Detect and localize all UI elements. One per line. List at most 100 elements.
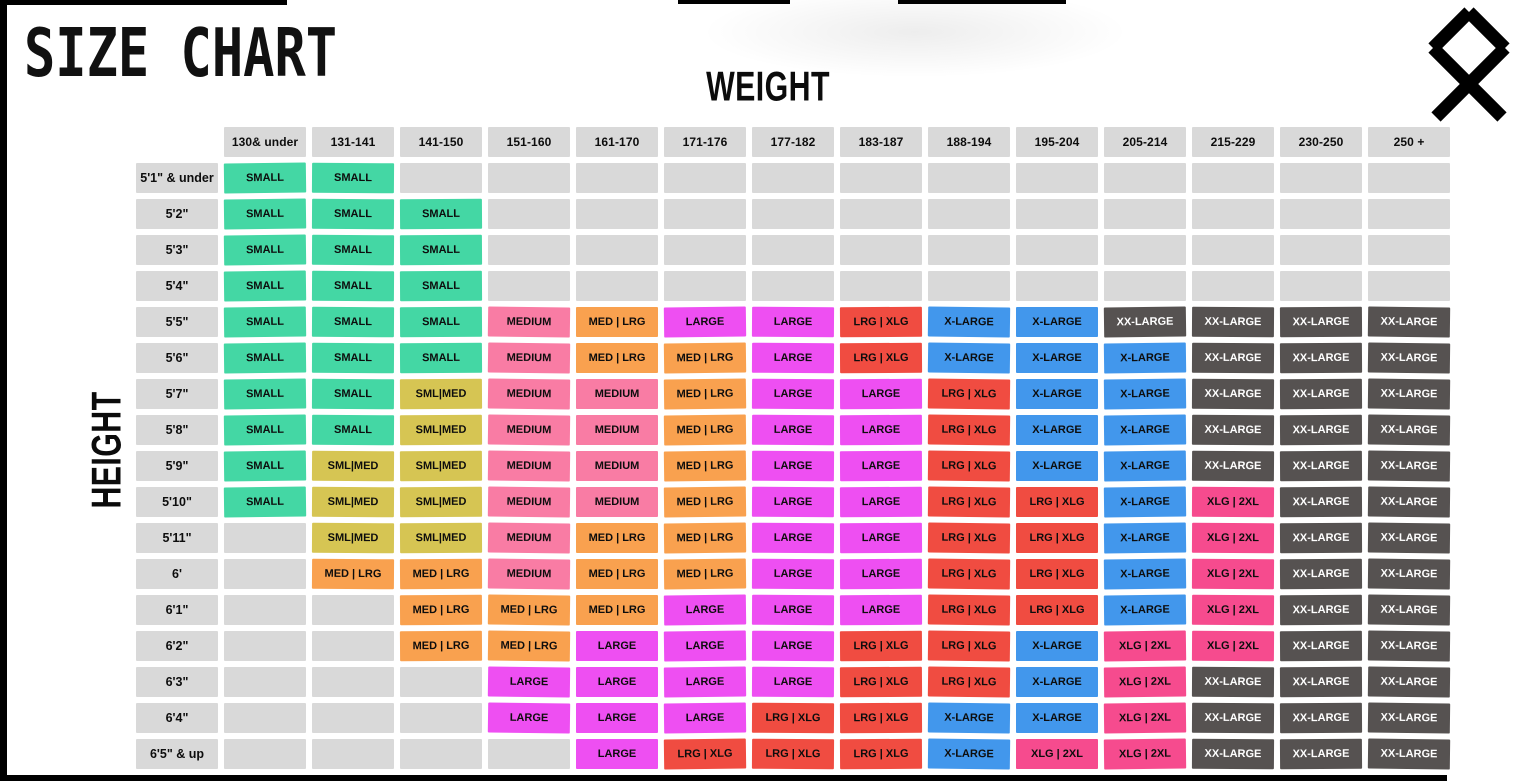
size-cell-empty xyxy=(664,199,746,229)
size-cell-empty xyxy=(1192,199,1274,229)
size-cell-empty xyxy=(1192,271,1274,301)
frame-edge-left xyxy=(0,0,7,781)
size-cell: X-LARGE xyxy=(1016,379,1098,409)
frame-edge-bottom xyxy=(0,775,1447,781)
size-cell-empty xyxy=(224,703,306,733)
size-cell: X-LARGE xyxy=(927,738,1011,770)
size-cell: X-LARGE xyxy=(1016,631,1098,661)
size-cell: SMALL xyxy=(311,270,395,302)
size-cell-empty xyxy=(224,559,306,589)
size-cell-empty xyxy=(1016,271,1098,301)
height-row-label: 5'9" xyxy=(136,451,218,481)
size-cell: XLG | 2XL xyxy=(1103,702,1187,734)
size-cell: MED | LRG xyxy=(663,342,747,374)
size-cell: LRG | XLG xyxy=(839,342,923,374)
size-cell: MED | LRG xyxy=(663,558,747,590)
size-cell: LRG | XLG xyxy=(751,702,835,734)
size-cell-empty xyxy=(312,739,394,769)
size-cell: LARGE xyxy=(576,631,658,661)
size-cell: LRG | XLG xyxy=(927,378,1011,410)
size-cell: XX-LARGE xyxy=(1279,378,1363,410)
size-cell-empty xyxy=(1368,235,1450,265)
size-cell: MEDIUM xyxy=(487,414,571,446)
size-cell: XLG | 2XL xyxy=(1191,558,1275,590)
weight-col-header: 250 + xyxy=(1368,127,1450,157)
height-row-label: 5'5" xyxy=(136,307,218,337)
size-cell: XX-LARGE xyxy=(1367,630,1451,662)
weight-col-header: 177-182 xyxy=(752,127,834,157)
size-cell: LARGE xyxy=(751,342,835,374)
size-cell-empty xyxy=(1368,271,1450,301)
size-cell-empty xyxy=(928,235,1010,265)
size-cell: XX-LARGE xyxy=(1279,486,1363,518)
size-cell: X-LARGE xyxy=(1016,703,1098,733)
size-cell: X-LARGE xyxy=(1016,415,1098,445)
size-cell: XX-LARGE xyxy=(1367,702,1451,734)
size-cell-empty xyxy=(1368,199,1450,229)
frame-edge-top-mid xyxy=(678,0,790,4)
weight-col-header: 130& under xyxy=(224,127,306,157)
size-cell-empty xyxy=(1104,199,1186,229)
size-cell: SMALL xyxy=(223,342,307,374)
size-cell: MEDIUM xyxy=(487,306,571,338)
size-cell: SMALL xyxy=(311,234,395,266)
size-cell: XX-LARGE xyxy=(1367,594,1451,626)
height-row-label: 5'7" xyxy=(136,379,218,409)
size-cell: X-LARGE xyxy=(1103,450,1187,482)
height-row-label: 6'2" xyxy=(136,631,218,661)
size-cell: LRG | XLG xyxy=(927,522,1011,554)
size-cell-empty xyxy=(400,739,482,769)
size-cell: MED | LRG xyxy=(576,523,658,553)
size-cell-empty xyxy=(488,163,570,193)
size-cell: X-LARGE xyxy=(1103,522,1187,554)
size-cell: LARGE xyxy=(751,666,835,698)
size-cell-empty xyxy=(840,199,922,229)
weight-col-header: 161-170 xyxy=(576,127,658,157)
size-cell: LRG | XLG xyxy=(1016,559,1098,589)
size-cell: MED | LRG xyxy=(487,594,571,626)
height-row-label: 5'8" xyxy=(136,415,218,445)
size-cell: XX-LARGE xyxy=(1191,450,1275,482)
size-cell: X-LARGE xyxy=(1016,667,1098,697)
size-cell: SMALL xyxy=(223,378,307,410)
size-cell: XLG | 2XL xyxy=(1191,594,1275,626)
size-cell: XX-LARGE xyxy=(1191,342,1275,374)
size-cell-empty xyxy=(664,271,746,301)
size-cell: MED | LRG xyxy=(576,595,658,625)
size-cell: X-LARGE xyxy=(1103,594,1187,626)
size-cell: LARGE xyxy=(663,630,747,662)
size-cell-empty xyxy=(1280,235,1362,265)
size-cell: LARGE xyxy=(839,486,923,518)
height-row-label: 5'2" xyxy=(136,199,218,229)
size-cell: SMALL xyxy=(311,198,395,230)
size-cell: LARGE xyxy=(663,666,747,698)
size-cell: X-LARGE xyxy=(927,702,1011,734)
size-cell: XX-LARGE xyxy=(1279,594,1363,626)
size-cell: XX-LARGE xyxy=(1367,450,1451,482)
size-cell: XLG | 2XL xyxy=(1191,486,1275,518)
size-cell: LARGE xyxy=(839,414,923,446)
size-cell: MEDIUM xyxy=(487,558,571,590)
size-cell: XX-LARGE xyxy=(1367,666,1451,698)
size-cell: LRG | XLG xyxy=(663,738,747,770)
size-cell: MEDIUM xyxy=(487,378,571,410)
size-cell: MED | LRG xyxy=(399,594,483,626)
size-cell: XX-LARGE xyxy=(1279,630,1363,662)
size-cell: SML|MED xyxy=(399,450,483,482)
size-cell-empty xyxy=(1016,199,1098,229)
size-cell-empty xyxy=(576,235,658,265)
size-cell: X-LARGE xyxy=(1016,307,1098,337)
size-cell: LRG | XLG xyxy=(927,558,1011,590)
size-cell-empty xyxy=(1280,271,1362,301)
size-cell: LARGE xyxy=(576,667,658,697)
size-cell-empty xyxy=(1104,235,1186,265)
size-cell-empty xyxy=(488,199,570,229)
size-cell: MED | LRG xyxy=(399,558,483,590)
size-cell: SML|MED xyxy=(311,486,395,518)
size-cell: MEDIUM xyxy=(487,522,571,554)
size-cell: LARGE xyxy=(751,306,835,338)
height-row-label: 5'4" xyxy=(136,271,218,301)
size-cell: XLG | 2XL xyxy=(1191,630,1275,662)
grid-corner-spacer xyxy=(136,127,218,157)
size-cell: LARGE xyxy=(839,558,923,590)
